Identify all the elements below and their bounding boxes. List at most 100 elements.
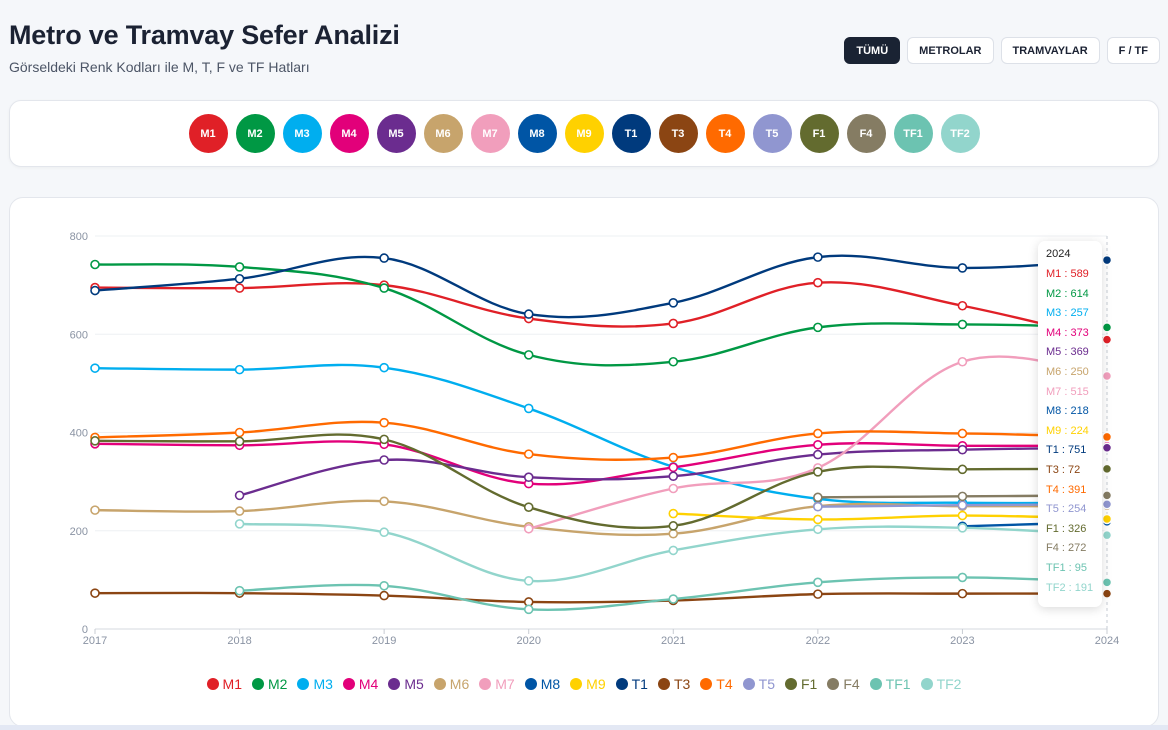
data-point-t4 xyxy=(813,428,823,439)
legend-item-m2[interactable]: M2 xyxy=(251,676,287,692)
data-point-m1 xyxy=(957,300,968,311)
tooltip-row-f4: F4 : 272 xyxy=(1046,542,1087,555)
legend-item-tf1[interactable]: TF1 xyxy=(869,676,911,692)
x-tick-label: 2021 xyxy=(661,635,685,647)
data-point-f1-active xyxy=(1101,463,1113,475)
line-badge-t3[interactable]: T3 xyxy=(658,114,698,153)
data-point-tf2 xyxy=(523,576,534,586)
series-line-t3 xyxy=(94,591,1108,604)
line-badge-m8[interactable]: M8 xyxy=(517,114,557,153)
tooltip-row-t4: T4 : 391 xyxy=(1046,483,1087,496)
line-badge-tf2[interactable]: TF2 xyxy=(940,114,980,153)
line-badge-m3[interactable]: M3 xyxy=(282,114,322,153)
data-point-m1 xyxy=(668,318,679,329)
data-point-t4 xyxy=(234,427,245,438)
line-badge-m4[interactable]: M4 xyxy=(329,114,369,153)
tooltip-row-m8: M8 : 218 xyxy=(1046,405,1089,418)
legend-item-t3[interactable]: T3 xyxy=(657,676,690,692)
data-point-m9 xyxy=(957,510,968,521)
legend-dot xyxy=(251,678,264,690)
y-tick-label: 400 xyxy=(70,428,88,440)
line-badge-t1[interactable]: T1 xyxy=(611,114,651,153)
legend-dot xyxy=(700,678,713,690)
tooltip-row-m4: M4 : 373 xyxy=(1046,326,1089,339)
filter-f-tf-button[interactable]: F / TF xyxy=(1106,37,1160,64)
legend-item-m6[interactable]: M6 xyxy=(433,676,469,692)
legend-item-f1[interactable]: F1 xyxy=(784,676,817,692)
data-point-m9-active xyxy=(1101,513,1113,525)
legend-item-m4[interactable]: M4 xyxy=(342,676,378,692)
legend-item-t4[interactable]: T4 xyxy=(700,676,733,692)
data-point-m5 xyxy=(523,472,534,483)
data-point-t1 xyxy=(90,285,100,296)
tooltip-row-t3: T3 : 72 xyxy=(1046,463,1081,476)
chart-card: 0 200 400 600 800 2017 2018 2019 2020 2021 2022 202… xyxy=(9,197,1159,727)
line-badge-m5[interactable]: M5 xyxy=(376,114,416,153)
filter-tram-button[interactable]: TRAMVAYLAR xyxy=(1000,37,1100,64)
filter-metro-button[interactable]: METROLAR xyxy=(907,37,994,64)
line-badge-m7[interactable]: M7 xyxy=(470,114,510,153)
legend-item-m5[interactable]: M5 xyxy=(388,676,424,692)
data-point-m6 xyxy=(234,506,245,516)
legend-dot xyxy=(388,678,401,690)
line-badge-t4[interactable]: T4 xyxy=(705,114,745,153)
data-point-f4 xyxy=(813,492,823,503)
line-badge-bar: M1 M2 M3 M4 M5 M6 M7 M8 M9 T1 T3 T4 T5 F1 F4 TF1 TF2 xyxy=(9,100,1159,167)
legend-dot xyxy=(297,678,310,690)
data-point-m5 xyxy=(234,490,245,501)
tooltip-row-f1: F1 : 326 xyxy=(1046,522,1087,535)
data-point-tf2 xyxy=(957,523,968,533)
x-tick-label: 2020 xyxy=(516,635,540,647)
data-point-t3 xyxy=(90,588,100,598)
data-point-tf2-active xyxy=(1101,529,1113,541)
line-badge-f1[interactable]: F1 xyxy=(799,114,839,153)
data-point-tf2 xyxy=(668,545,679,556)
legend-dot xyxy=(433,678,446,690)
data-point-tf1 xyxy=(523,604,534,615)
filter-all-button[interactable]: TÜMÜ xyxy=(844,37,901,64)
line-badge-f4[interactable]: F4 xyxy=(846,114,886,153)
line-badge-t5[interactable]: T5 xyxy=(752,114,792,153)
legend-item-m8[interactable]: M8 xyxy=(524,676,560,692)
legend-dot xyxy=(570,678,583,690)
y-tick-label: 200 xyxy=(70,526,88,538)
legend-dot xyxy=(742,678,755,690)
y-tick-label: 600 xyxy=(70,329,88,341)
chart-tooltip: 2024 M1 : 589 M2 : 614 M3 : 257 M4 : 373 M5 … xyxy=(1038,241,1102,607)
data-point-t3 xyxy=(957,588,968,599)
line-badge-m9[interactable]: M9 xyxy=(564,114,604,153)
line-badge-m6[interactable]: M6 xyxy=(423,114,463,153)
legend-item-t1[interactable]: T1 xyxy=(615,676,648,692)
data-point-m1 xyxy=(813,277,823,288)
data-point-m5 xyxy=(957,444,968,455)
data-point-t1 xyxy=(234,273,245,284)
legend-item-m9[interactable]: M9 xyxy=(570,676,606,692)
data-point-t5 xyxy=(813,501,823,512)
legend-item-f4[interactable]: F4 xyxy=(827,676,860,692)
tooltip-row-t5: T5 : 254 xyxy=(1046,503,1087,516)
data-point-f1 xyxy=(90,436,100,446)
data-point-f1 xyxy=(668,521,679,531)
data-point-t4-active xyxy=(1101,431,1113,443)
legend-label: M7 xyxy=(495,676,515,692)
line-badge-m1[interactable]: M1 xyxy=(188,114,228,153)
legend-label: TF1 xyxy=(885,676,911,692)
legend-item-m3[interactable]: M3 xyxy=(297,676,333,692)
data-point-m5 xyxy=(379,455,389,465)
legend-item-m7[interactable]: M7 xyxy=(479,676,515,692)
data-point-m2 xyxy=(957,319,968,330)
legend-item-m1[interactable]: M1 xyxy=(206,676,242,692)
legend-item-t5[interactable]: T5 xyxy=(742,676,775,692)
filter-group: TÜMÜ METROLAR TRAMVAYLAR F / TF xyxy=(844,37,1160,64)
legend-dot xyxy=(615,678,628,690)
legend-item-tf2[interactable]: TF2 xyxy=(920,676,961,692)
data-point-tf1 xyxy=(813,577,823,588)
line-badge-tf1[interactable]: TF1 xyxy=(893,114,933,153)
line-chart: 0 200 400 600 800 2017 2018 2019 2020 2021 2022 202… xyxy=(70,231,1120,647)
data-point-tf1 xyxy=(379,580,389,591)
legend-dot xyxy=(657,678,670,690)
data-point-m5 xyxy=(668,471,679,482)
line-badge-m2[interactable]: M2 xyxy=(235,114,275,153)
legend-dot xyxy=(784,678,797,690)
page-title: Metro ve Tramvay Sefer Analizi xyxy=(9,20,400,50)
